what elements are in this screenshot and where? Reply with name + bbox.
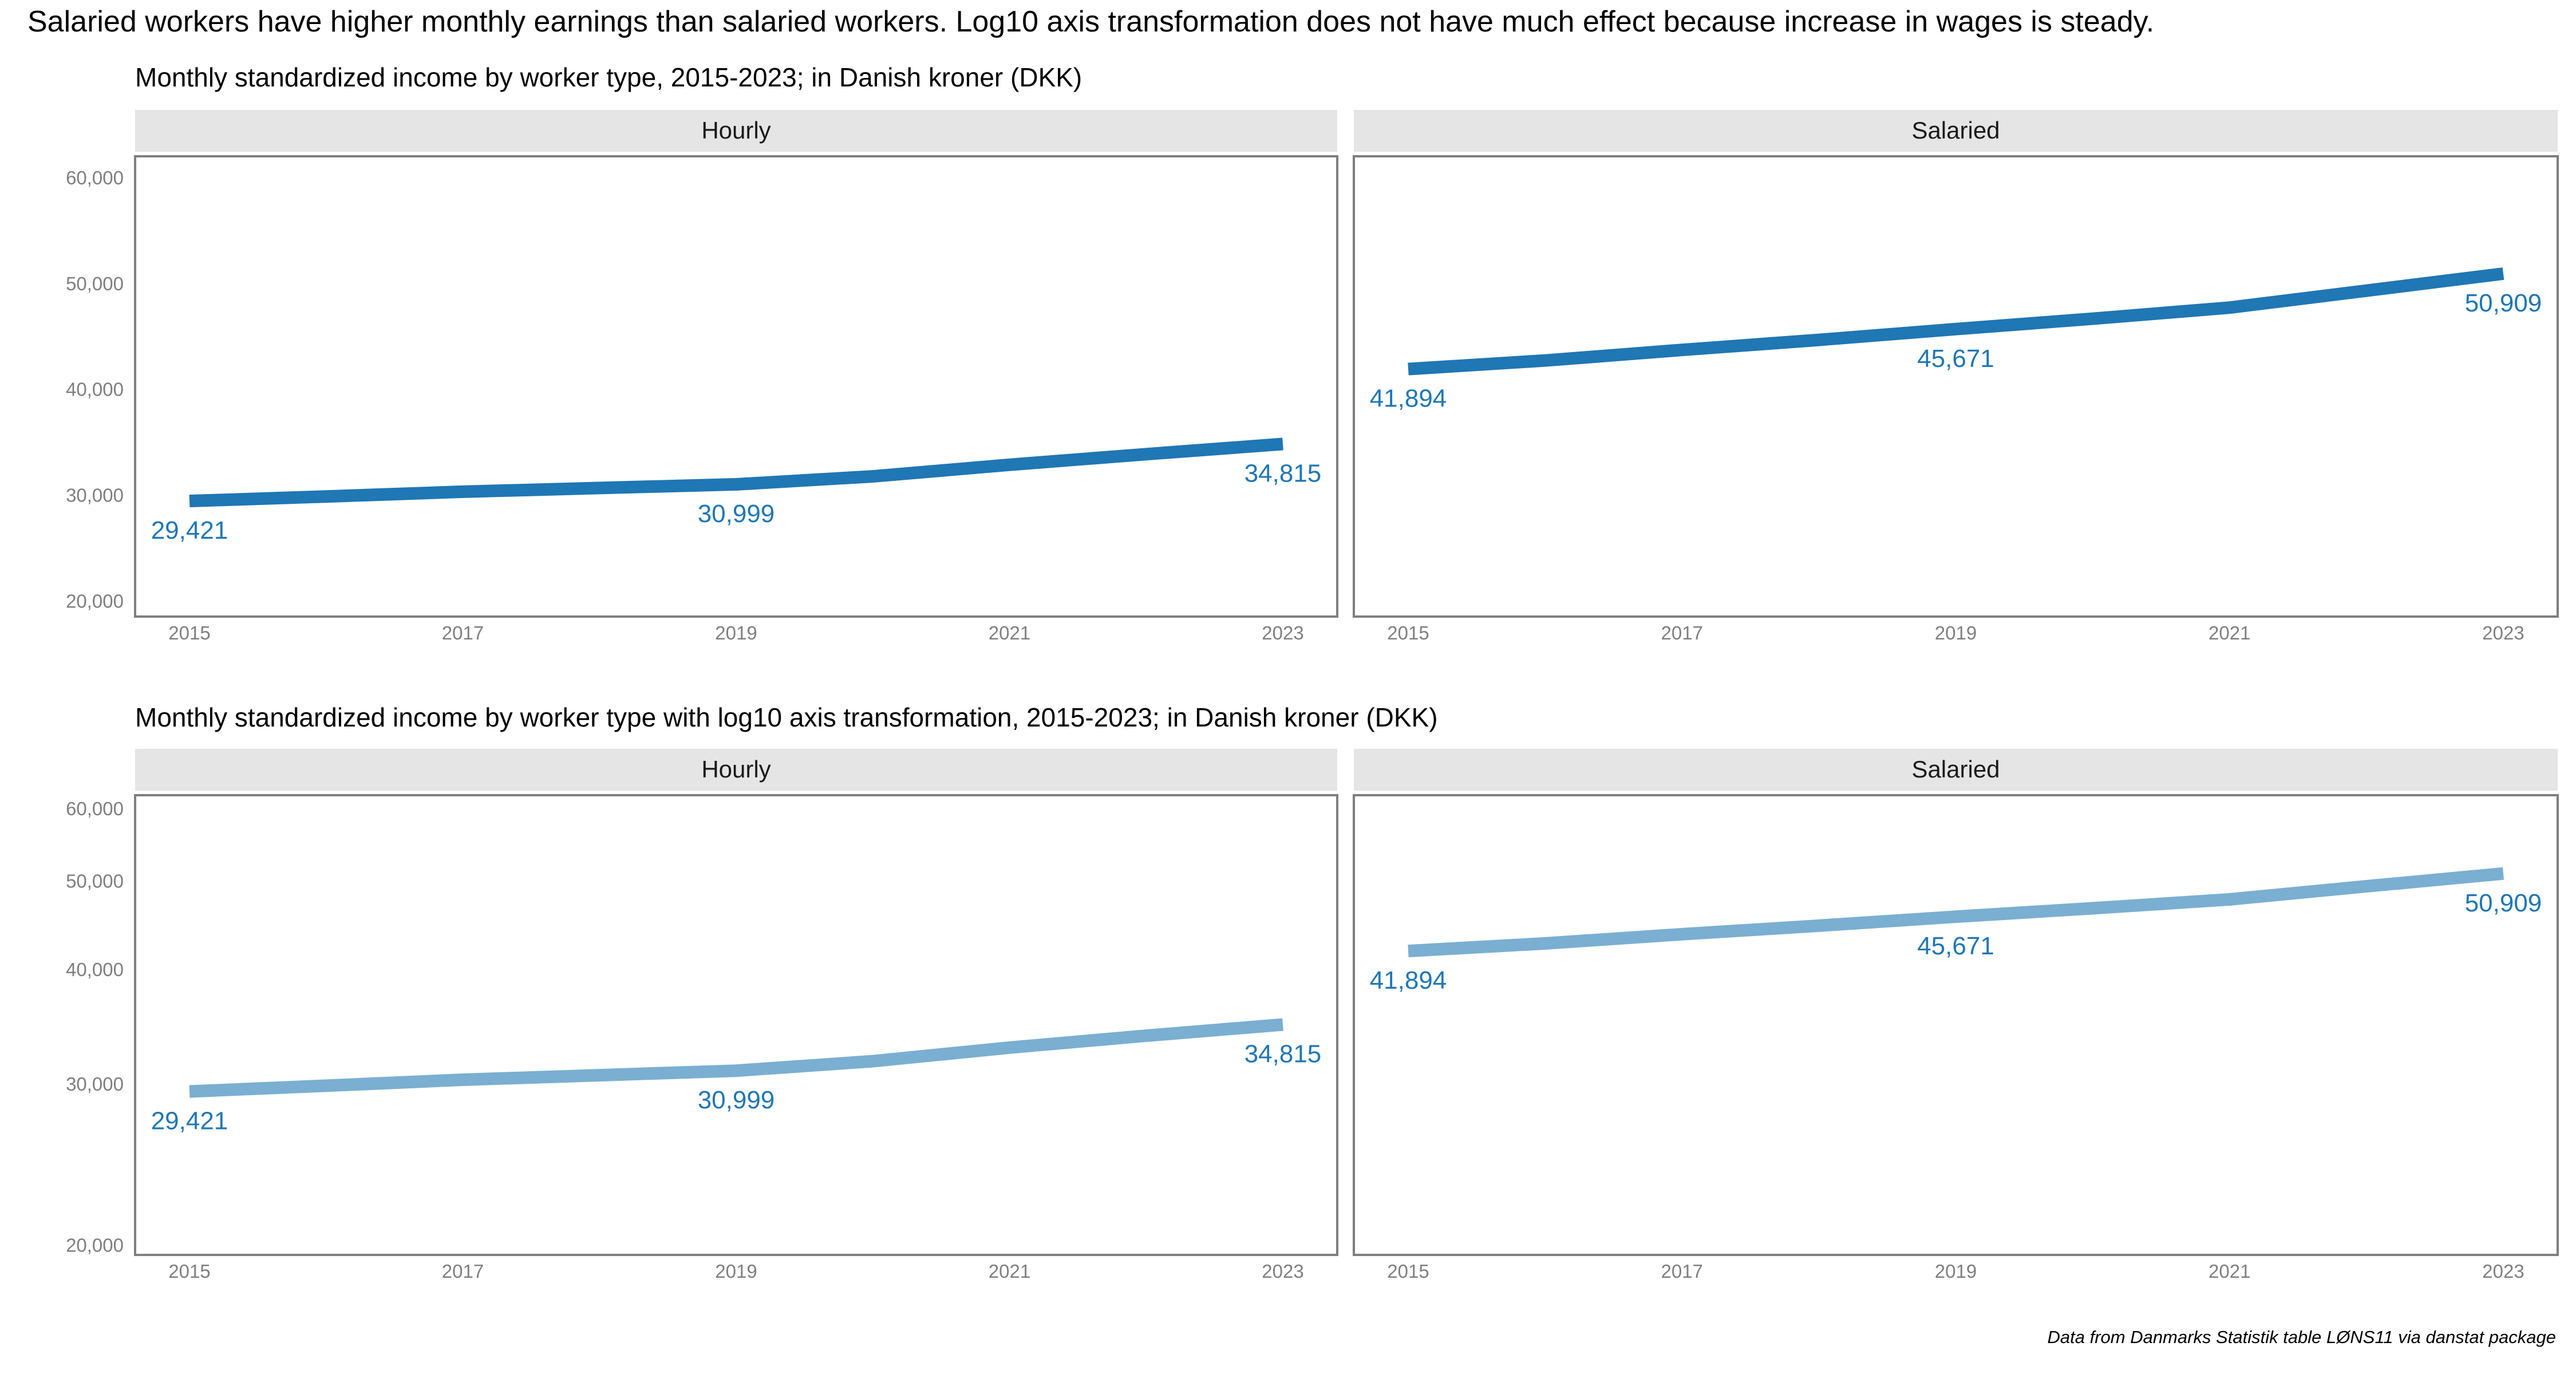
x-tick-label: 2017 — [1661, 1261, 1703, 1282]
x-tick-label: 2019 — [1935, 1261, 1977, 1282]
x-tick-label: 2021 — [2208, 1261, 2250, 1282]
chart-title-log: Monthly standardized income by worker ty… — [135, 702, 1438, 732]
y-tick-label: 50,000 — [66, 273, 124, 294]
data-label: 45,671 — [1917, 932, 1994, 960]
panel-border — [1353, 794, 2559, 1256]
x-tick-label: 2023 — [2482, 1261, 2524, 1282]
x-tick-label: 2015 — [1387, 622, 1429, 643]
data-label: 29,421 — [151, 516, 228, 544]
x-tick-label: 2019 — [1935, 622, 1977, 643]
y-tick-label: 40,000 — [66, 379, 124, 400]
series-line-salaried — [1408, 867, 2504, 958]
series-line-hourly — [189, 437, 1283, 508]
facet-strip — [1354, 749, 2558, 791]
source-caption: Data from Danmarks Statistik table LØNS1… — [2047, 1327, 2556, 1347]
panel-border — [134, 155, 1338, 618]
facet-strip — [1354, 110, 2558, 152]
data-label: 29,421 — [151, 1107, 228, 1135]
x-tick-label: 2019 — [715, 1261, 757, 1282]
data-label: 50,909 — [2465, 889, 2542, 917]
x-tick-label: 2023 — [1262, 1261, 1303, 1282]
x-tick-label: 2023 — [2482, 622, 2524, 643]
y-tick-label: 60,000 — [66, 798, 124, 819]
x-tick-label: 2021 — [989, 1261, 1030, 1282]
facet-strip-label: Salaried — [1911, 117, 2000, 144]
x-tick-label: 2023 — [1262, 622, 1303, 643]
chart-title-linear: Monthly standardized income by worker ty… — [135, 62, 1082, 92]
y-tick-label: 50,000 — [66, 870, 124, 891]
series-line-hourly — [189, 1018, 1283, 1098]
facet-strip — [135, 110, 1337, 152]
main-title: Salaried workers have higher monthly ear… — [27, 5, 2155, 38]
y-tick-label: 20,000 — [66, 590, 124, 611]
data-label: 41,894 — [1370, 385, 1447, 413]
x-tick-label: 2021 — [2208, 622, 2250, 643]
data-label: 34,815 — [1244, 459, 1322, 487]
y-tick-label: 40,000 — [66, 959, 124, 980]
facet-strip-label: Hourly — [701, 756, 771, 783]
x-tick-label: 2021 — [989, 622, 1030, 643]
facet-strip-label: Hourly — [701, 117, 771, 144]
data-label: 34,815 — [1244, 1040, 1322, 1068]
data-label: 41,894 — [1370, 966, 1447, 994]
data-label: 30,999 — [698, 500, 775, 528]
data-label: 45,671 — [1917, 345, 1994, 373]
x-tick-label: 2015 — [168, 622, 210, 643]
x-tick-label: 2017 — [442, 622, 484, 643]
y-tick-label: 60,000 — [66, 167, 124, 188]
data-label: 30,999 — [698, 1086, 775, 1114]
x-tick-label: 2017 — [1661, 622, 1703, 643]
x-tick-label: 2015 — [1387, 1261, 1429, 1282]
y-tick-label: 30,000 — [66, 1073, 124, 1095]
data-label: 50,909 — [2465, 289, 2542, 317]
panel-border — [1353, 155, 2559, 618]
facet-strip-label: Salaried — [1911, 756, 2000, 783]
panel-border — [134, 794, 1338, 1256]
x-tick-label: 2017 — [442, 1261, 484, 1282]
y-tick-label: 30,000 — [66, 484, 124, 506]
x-tick-label: 2015 — [168, 1261, 210, 1282]
series-line-salaried — [1408, 267, 2504, 376]
y-tick-label: 20,000 — [66, 1234, 124, 1255]
x-tick-label: 2019 — [715, 622, 757, 643]
facet-strip — [135, 749, 1337, 791]
